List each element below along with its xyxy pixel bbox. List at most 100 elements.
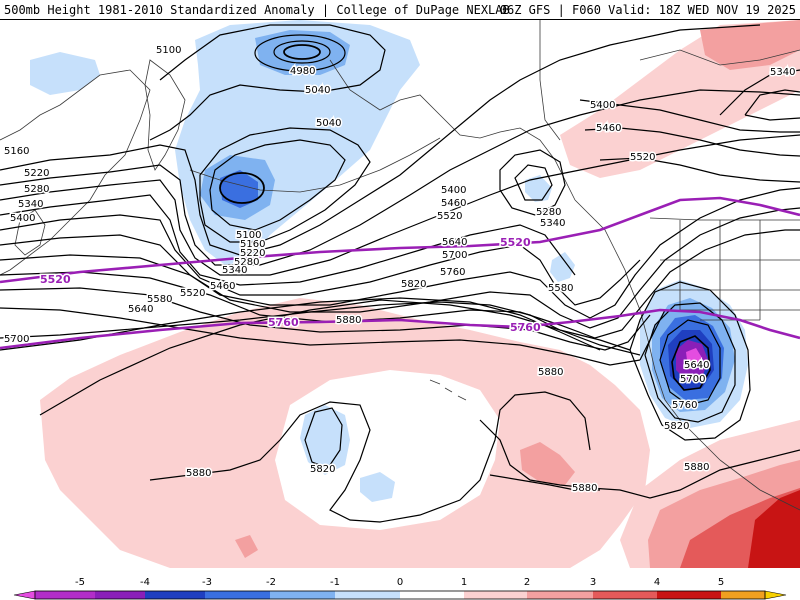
model-valid-time: 06Z GFS | F060 Valid: 18Z WED NOV 19 202… <box>499 3 796 17</box>
negative-anomaly-small-tropical <box>300 405 350 475</box>
state-lines <box>660 220 800 321</box>
positive-anomaly-southeast-4 <box>748 490 800 568</box>
contour-cutoff-3 <box>659 319 721 406</box>
contour-5760-highlight <box>0 308 800 350</box>
contour-label: 5160 <box>240 239 265 250</box>
colorbar-tick-label: 3 <box>590 577 596 588</box>
contour-label: 5160 <box>4 146 29 157</box>
contour-label: 5340 <box>222 265 247 276</box>
contour-cutoff-outer <box>629 281 751 441</box>
contour-label: 5880 <box>572 483 597 494</box>
colorbar-seg <box>464 591 527 599</box>
contour-5040-bering <box>254 34 346 72</box>
colorbar-seg <box>527 591 593 599</box>
contour-label: 4980 <box>290 66 315 77</box>
contour-cutoff-2 <box>644 302 736 423</box>
contour-label: 5340 <box>770 67 795 78</box>
colorbar-tick-label: 0 <box>397 577 403 588</box>
colorbar-segments <box>13 590 787 600</box>
height-contours <box>0 24 800 523</box>
colorbar-seg <box>95 591 145 599</box>
map-title: 500mb Height 1981-2010 Standardized Anom… <box>4 3 510 17</box>
contour-label: 5760 <box>440 267 465 278</box>
alaska-border <box>539 20 561 141</box>
contour-goa-low-inner <box>514 164 553 201</box>
colorbar-seg <box>335 591 400 599</box>
contour-4980-inner <box>283 44 321 60</box>
contour-ne-closed <box>744 89 800 121</box>
contour-label: 5220 <box>24 168 49 179</box>
contour-5220 <box>0 134 800 276</box>
highlight-labels: 5520 5520 5760 5760 <box>39 235 543 336</box>
contour-5820 <box>39 299 631 416</box>
colorbar-seg <box>35 591 95 599</box>
highlight-label: 5520 <box>40 273 71 286</box>
colorbar-end-left <box>13 590 36 600</box>
mexico-coastline <box>719 459 800 511</box>
colorbar-seg <box>145 591 205 599</box>
contour-label: 5400 <box>441 185 466 196</box>
contour-label: 5820 <box>664 421 689 432</box>
contour-5280 <box>0 194 576 286</box>
contour-label: 5640 <box>684 360 709 371</box>
contour-label: 5040 <box>316 118 341 129</box>
us-west-coastline <box>629 284 721 461</box>
anomaly-shading <box>30 20 800 568</box>
positive-anomaly-south-patch-2 <box>235 535 258 558</box>
contour-label: 5820 <box>401 279 426 290</box>
negative-anomaly-small-south <box>360 472 395 502</box>
alaska-coastline <box>329 59 576 201</box>
contour-label: 5580 <box>548 283 573 294</box>
contour-5520-ne <box>599 157 800 183</box>
asia-coastline <box>0 69 151 276</box>
contour-label: 5700 <box>442 250 467 261</box>
contour-label: 5520 <box>180 288 205 299</box>
contour-label: 5280 <box>234 257 259 268</box>
contour-label: 5220 <box>240 248 265 259</box>
colorbar-tick-label: 2 <box>524 577 530 588</box>
contour-label: 5460 <box>210 281 235 292</box>
contour-label: 5520 <box>630 152 655 163</box>
colorbar-tick-label: 5 <box>718 577 724 588</box>
colorbar-end-right <box>764 590 787 600</box>
aleutian-islands <box>189 137 441 193</box>
contour-cutoff-4 <box>671 335 711 391</box>
contour-5880-west <box>149 391 591 523</box>
contour-label: 5040 <box>305 85 330 96</box>
contour-label: 5760 <box>672 400 697 411</box>
contour-5160 <box>0 89 800 266</box>
highlight-contours <box>0 196 800 350</box>
contour-label: 5280 <box>536 207 561 218</box>
contour-label: 5820 <box>310 464 335 475</box>
contour-5100-north <box>149 24 386 141</box>
contour-label: 5400 <box>10 213 35 224</box>
contour-label: 5880 <box>186 468 211 479</box>
colorbar-seg <box>657 591 721 599</box>
negative-anomaly-east-pacific <box>550 252 575 282</box>
contour-label: 5340 <box>540 218 565 229</box>
colorbar-seg <box>400 591 464 599</box>
contour-label: 5640 <box>442 237 467 248</box>
contour-5520-highlight <box>0 196 800 284</box>
contour-low-inner <box>219 172 265 204</box>
negative-anomaly-west-small <box>30 52 100 95</box>
contour-label: 5460 <box>441 198 466 209</box>
colorbar-tick-label: -4 <box>140 577 150 588</box>
colorbar-tick-label: -2 <box>266 577 276 588</box>
contour-5100 <box>0 24 761 256</box>
contour-5880-south <box>489 474 600 491</box>
highlight-label: 5520 <box>500 236 531 249</box>
us-canada-border <box>649 217 800 221</box>
contour-goa-low <box>499 149 566 216</box>
contour-5340 <box>0 214 641 306</box>
contour-label: 5280 <box>24 184 49 195</box>
contour-5520 <box>0 229 800 339</box>
contour-labels: 5100 4980 5040 5040 5160 5220 5280 5340 … <box>3 44 797 496</box>
contour-5340-ne <box>719 69 800 116</box>
colorbar-seg <box>205 591 270 599</box>
contour-label: 5340 <box>18 199 43 210</box>
contour-label: 5700 <box>4 334 29 345</box>
colorbar-seg <box>721 591 765 599</box>
anomaly-colorbar: -5 -4 -3 -2 -1 0 1 2 3 4 5 <box>0 568 800 600</box>
colorbar-seg <box>270 591 335 599</box>
